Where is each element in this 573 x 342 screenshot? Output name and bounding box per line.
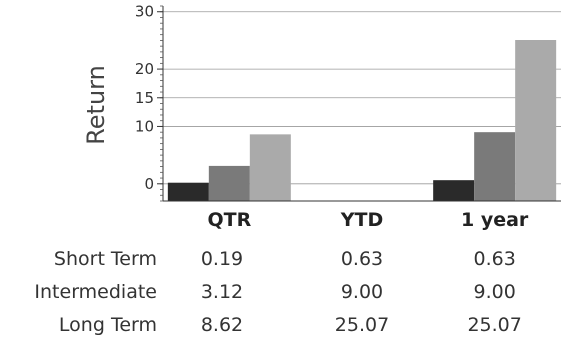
- y-tick-label: 30: [135, 3, 154, 21]
- table-cell: 0.63: [474, 248, 516, 270]
- bar-intermediate: [209, 166, 250, 201]
- y-tick-label: 0: [144, 175, 154, 193]
- table-row-label: Intermediate: [34, 281, 157, 303]
- bar-intermediate: [474, 132, 515, 201]
- table-cell: 9.00: [474, 281, 516, 303]
- table-row-label: Short Term: [54, 248, 157, 270]
- table-cell: 9.00: [341, 281, 383, 303]
- bar-long-term: [515, 40, 556, 201]
- table-cell: 0.19: [201, 248, 243, 270]
- bar-short-term: [433, 180, 474, 201]
- category-label: YTD: [340, 209, 384, 231]
- y-tick-label: 15: [135, 89, 154, 107]
- y-tick-label: 20: [135, 60, 154, 78]
- table-cell: 25.07: [467, 314, 521, 336]
- y-axis-label: Return: [82, 65, 110, 145]
- y-ticks: 0 10 15 20 30: [135, 3, 163, 201]
- table-cell: 0.63: [341, 248, 383, 270]
- y-tick-label: 10: [135, 117, 154, 135]
- bar-short-term: [168, 183, 209, 201]
- table-cell: 25.07: [335, 314, 389, 336]
- bar-long-term: [250, 134, 291, 201]
- data-table: Short Term 0.19 0.63 0.63 Intermediate 3.12 9.…: [34, 248, 521, 336]
- category-label: QTR: [207, 209, 251, 231]
- table-cell: 8.62: [201, 314, 243, 336]
- category-label: 1 year: [461, 209, 529, 231]
- bars: [168, 40, 556, 201]
- category-labels: QTR YTD 1 year: [207, 209, 528, 231]
- table-row-label: Long Term: [59, 314, 157, 336]
- table-cell: 3.12: [201, 281, 243, 303]
